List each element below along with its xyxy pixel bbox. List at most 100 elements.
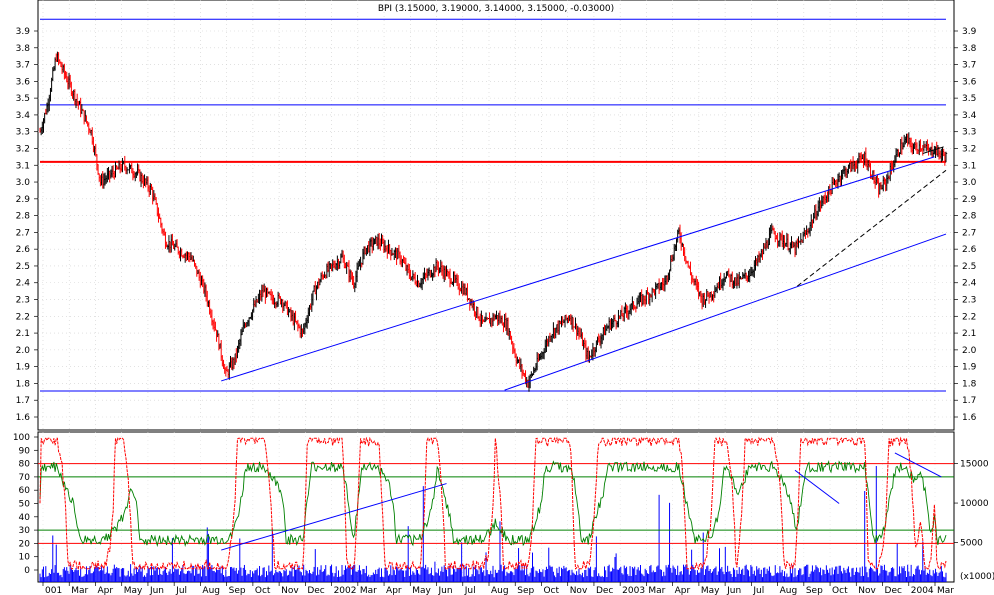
price-bars — [39, 51, 948, 392]
trendline — [504, 233, 947, 391]
x-tick-label: 2003 — [622, 586, 645, 595]
osc-y-tick-left: 0 — [24, 566, 30, 576]
x-tick-label: Mar — [71, 586, 88, 595]
price-y-tick-left: 3.5 — [16, 94, 30, 104]
price-y-tick-right: 2.6 — [962, 245, 977, 255]
x-tick-label: Sep — [517, 586, 534, 595]
x-tick-label: Jun — [726, 586, 741, 595]
x-tick-label: Aug — [202, 586, 220, 595]
osc-y-tick-left: 20 — [19, 539, 31, 549]
x-tick-label: Jul — [464, 586, 476, 595]
x-tick-label: Apr — [97, 586, 113, 595]
volume-axis-label: (x1000) — [960, 572, 994, 582]
price-y-tick-left: 1.9 — [16, 363, 31, 373]
price-y-tick-left: 2.5 — [16, 262, 30, 272]
osc-y-tick-left: 10 — [19, 553, 31, 563]
osc-y-tick-left: 40 — [19, 513, 31, 523]
price-y-tick-right: 3.9 — [962, 27, 977, 37]
x-tick-label: Dec — [596, 586, 613, 595]
price-y-tick-right: 2.8 — [962, 212, 977, 222]
grid — [38, 0, 954, 582]
osc-y-tick-left: 100 — [13, 433, 30, 443]
price-y-tick-left: 3.0 — [16, 178, 31, 188]
x-tick-label: Nov — [281, 586, 299, 595]
price-y-tick-left: 1.8 — [16, 379, 31, 389]
price-y-tick-right: 2.1 — [962, 329, 976, 339]
price-y-tick-left: 2.0 — [16, 346, 31, 356]
x-tick-label: May — [124, 586, 143, 595]
axes: 3.9 3.8 3.7 3.6 3.5 3.4 3.3 3.2 3.1 3.0 2.9 2.8 2.7 2… — [13, 27, 994, 595]
chart-title: BPI (3.15000, 3.19000, 3.14000, 3.15000,… — [378, 4, 614, 14]
x-tick-label: Nov — [570, 586, 588, 595]
price-y-tick-right: 3.2 — [962, 144, 976, 154]
x-tick-label: Dec — [307, 586, 324, 595]
price-y-tick-right: 3.7 — [962, 61, 976, 71]
price-y-tick-right: 3.4 — [962, 111, 977, 121]
x-tick-label: 2004 — [911, 586, 934, 595]
oscillator-trendline — [794, 469, 840, 504]
trendlines — [221, 146, 947, 391]
price-y-tick-right: 3.8 — [962, 44, 977, 54]
price-y-tick-left: 3.9 — [16, 27, 31, 37]
price-y-tick-left: 2.8 — [16, 212, 31, 222]
osc-y-tick-left: 70 — [19, 473, 31, 483]
price-y-tick-right: 2.2 — [962, 312, 976, 322]
x-tick-label: Mar — [360, 586, 377, 595]
horizontal-levels — [40, 18, 946, 392]
price-y-tick-left: 3.8 — [16, 44, 31, 54]
x-tick-label: Apr — [386, 586, 402, 595]
price-y-tick-left: 1.7 — [16, 396, 30, 406]
x-tick-label: Jun — [149, 586, 164, 595]
x-tick-label: 001 — [45, 586, 62, 595]
x-tick-label: Jul — [175, 586, 187, 595]
x-tick-label: May — [412, 586, 431, 595]
oscillator-trendline — [221, 483, 447, 551]
oscillator-lines — [38, 436, 954, 571]
x-tick-label: Jul — [752, 586, 764, 595]
price-y-tick-right: 2.7 — [962, 228, 976, 238]
x-tick-label: 2002 — [334, 586, 357, 595]
x-tick-label: Oct — [255, 586, 271, 595]
price-y-tick-left: 2.7 — [16, 228, 30, 238]
stochastic-line — [39, 436, 947, 571]
price-y-tick-left: 3.2 — [16, 144, 30, 154]
volume-bars — [39, 466, 947, 582]
price-y-tick-left: 3.6 — [16, 77, 31, 87]
volume-y-tick-right: 15000 — [960, 460, 989, 470]
volume-y-tick-right: 5000 — [960, 539, 983, 549]
x-tick-label: May — [701, 586, 720, 595]
price-y-tick-right: 3.6 — [962, 77, 977, 87]
osc-y-tick-left: 60 — [19, 486, 31, 496]
price-y-tick-right: 1.9 — [962, 363, 977, 373]
x-tick-label: Jun — [438, 586, 453, 595]
osc-y-tick-left: 80 — [19, 460, 31, 470]
price-y-tick-left: 2.4 — [16, 279, 31, 289]
x-tick-label: Oct — [832, 586, 848, 595]
price-y-tick-right: 3.0 — [962, 178, 977, 188]
osc-y-tick-left: 30 — [19, 526, 31, 536]
x-tick-label: Sep — [806, 586, 823, 595]
x-tick-label: Sep — [229, 586, 246, 595]
x-tick-label: Nov — [858, 586, 876, 595]
x-tick-label: Dec — [885, 586, 902, 595]
osc-y-tick-left: 50 — [19, 500, 31, 510]
x-tick-label: Oct — [543, 586, 559, 595]
x-tick-label: Apr — [675, 586, 691, 595]
oscillator-trendline — [894, 452, 942, 478]
price-y-tick-left: 2.6 — [16, 245, 31, 255]
x-tick-label: Mar — [937, 586, 954, 595]
osc-y-tick-left: 90 — [19, 446, 31, 456]
price-y-tick-left: 2.2 — [16, 312, 30, 322]
trendline — [221, 156, 935, 382]
price-y-tick-right: 2.5 — [962, 262, 976, 272]
oscillator-panel-frame — [37, 431, 955, 583]
price-y-tick-right: 1.6 — [962, 413, 977, 423]
price-y-tick-right: 1.8 — [962, 379, 977, 389]
price-panel-frame — [37, 0, 955, 431]
volume-y-tick-right: 10000 — [960, 499, 989, 509]
price-y-tick-left: 2.9 — [16, 195, 31, 205]
price-y-tick-left: 2.3 — [16, 296, 30, 306]
price-y-tick-right: 3.3 — [962, 128, 976, 138]
price-y-tick-right: 2.3 — [962, 296, 976, 306]
